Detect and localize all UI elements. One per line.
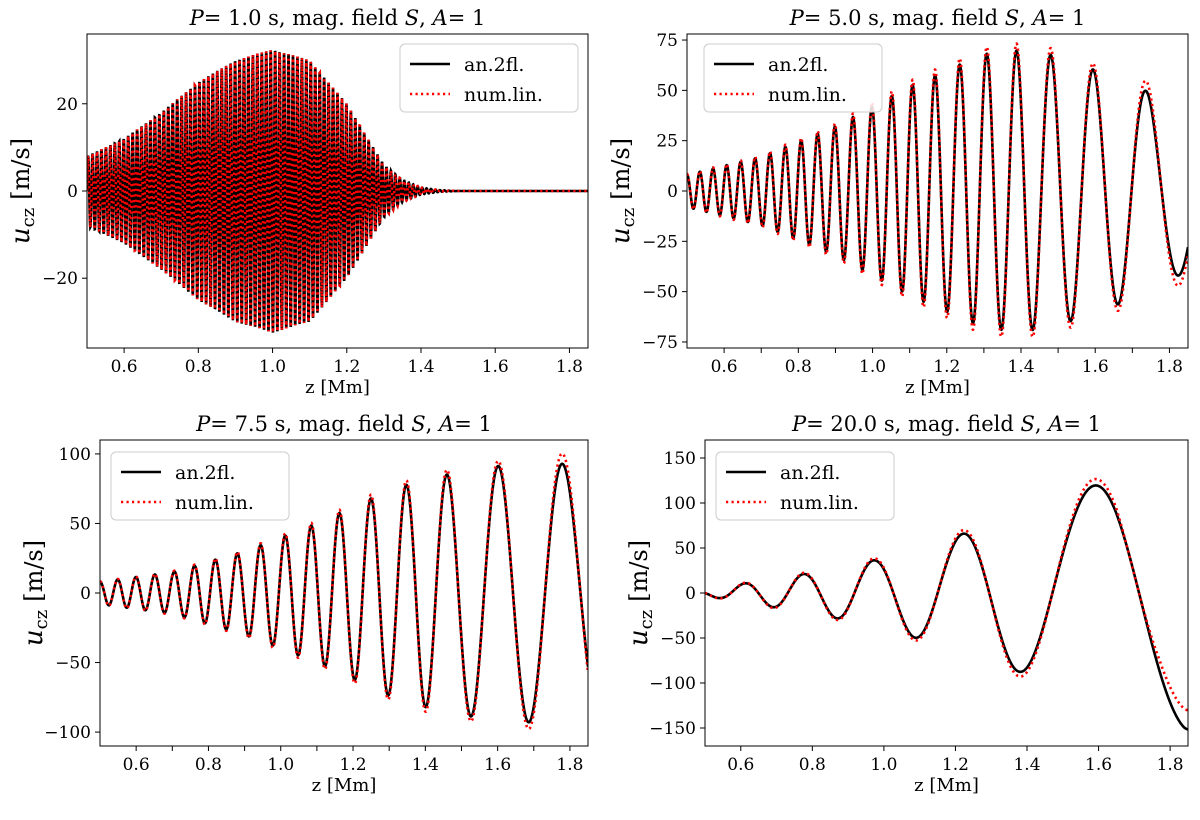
y-tick-label: 0 <box>80 584 91 604</box>
x-tick-label: 1.0 <box>870 755 897 775</box>
x-axis-label: z [Mm] <box>914 775 979 796</box>
y-axis-label: ucz[m/s] <box>624 540 657 646</box>
legend: an.2fl. num.lin. <box>703 43 883 113</box>
y-tick-label: 50 <box>674 539 696 559</box>
x-tick-label: 1.8 <box>1157 755 1184 775</box>
x-tick-label: 1.8 <box>1156 357 1183 377</box>
x-tick-label: 1.4 <box>1007 357 1034 377</box>
x-tick-label: 1.2 <box>933 357 960 377</box>
x-tick-label: 0.6 <box>711 357 738 377</box>
series-line-an2fl <box>705 484 1188 731</box>
chart-title: P= 7.5 s, mag. field S, A= 1 <box>195 412 492 436</box>
legend-label: an.2fl. <box>175 462 235 484</box>
y-axis-label: ucz[m/s] <box>19 540 52 646</box>
x-tick-label: 1.8 <box>556 755 583 775</box>
x-tick-label: 0.8 <box>185 357 212 377</box>
y-tick-label: 150 <box>664 449 696 469</box>
y-tick-label: −25 <box>642 232 678 252</box>
y-tick-label: 100 <box>664 494 696 514</box>
legend: an.2fl. num.lin. <box>715 451 895 521</box>
y-axis-label: ucz[m/s] <box>606 138 639 244</box>
chart-title: P= 5.0 s, mag. field S, A= 1 <box>789 6 1086 30</box>
x-tick-label: 1.4 <box>412 755 439 775</box>
x-tick-label: 1.4 <box>1013 755 1040 775</box>
x-tick-label: 1.6 <box>482 357 509 377</box>
x-axis-label: z [Mm] <box>905 377 970 398</box>
legend: an.2fl. num.lin. <box>110 451 290 521</box>
y-tick-label: 25 <box>656 132 678 152</box>
legend-label: an.2fl. <box>780 462 840 484</box>
y-tick-label: −50 <box>660 629 696 649</box>
series-line-numlin <box>100 452 588 731</box>
legend-label: num.lin. <box>780 492 859 514</box>
x-axis-label: z [Mm] <box>305 377 370 398</box>
y-tick-label: −50 <box>55 654 91 674</box>
x-tick-label: 1.4 <box>407 357 434 377</box>
legend-label: an.2fl. <box>768 54 828 76</box>
y-tick-label: −20 <box>42 269 78 289</box>
x-tick-label: 1.8 <box>556 357 583 377</box>
x-tick-label: 1.6 <box>484 755 511 775</box>
y-tick-label: 0 <box>685 584 696 604</box>
legend: an.2fl. num.lin. <box>399 43 579 113</box>
y-tick-label: 50 <box>656 81 678 101</box>
x-tick-label: 0.8 <box>785 357 812 377</box>
panel-4: 0.6 0.8 1.0 1.2 1.4 1.6 1.8 −150 −100 −50 0 50 100 15… <box>624 412 1189 796</box>
legend-label: num.lin. <box>175 492 254 514</box>
chart-title: P= 1.0 s, mag. field S, A= 1 <box>189 6 486 30</box>
y-tick-label: −50 <box>642 283 678 303</box>
y-tick-label: −150 <box>649 719 696 739</box>
x-tick-label: 0.6 <box>123 755 150 775</box>
y-tick-label: −100 <box>649 674 696 694</box>
series-line-numlin <box>87 50 588 333</box>
x-tick-label: 0.6 <box>111 357 138 377</box>
x-tick-label: 1.6 <box>1082 357 1109 377</box>
y-tick-label: 0 <box>667 182 678 202</box>
panel-2: 0.6 0.8 1.0 1.2 1.4 1.6 1.8 −75 −50 −25 0 25 50 75 z [… <box>606 6 1189 398</box>
x-tick-label: 1.2 <box>340 755 367 775</box>
y-axis-label: ucz[m/s] <box>6 138 39 244</box>
x-tick-label: 1.0 <box>859 357 886 377</box>
x-tick-label: 0.8 <box>799 755 826 775</box>
y-tick-label: −75 <box>642 333 678 353</box>
legend-label: num.lin. <box>464 84 543 106</box>
x-tick-label: 1.0 <box>267 755 294 775</box>
x-tick-label: 0.6 <box>727 755 754 775</box>
y-tick-label: 50 <box>69 514 91 534</box>
x-tick-label: 1.2 <box>333 357 360 377</box>
x-tick-label: 1.2 <box>942 755 969 775</box>
panel-1: 0.6 0.8 1.0 1.2 1.4 1.6 1.8 −20 0 20 z [Mm] ucz[m/s… <box>6 6 589 398</box>
y-tick-label: −100 <box>44 723 91 743</box>
x-tick-label: 1.6 <box>1085 755 1112 775</box>
x-tick-label: 1.0 <box>259 357 286 377</box>
series-line-numlin <box>705 477 1188 712</box>
y-tick-label: 20 <box>56 95 78 115</box>
y-tick-label: 0 <box>67 182 78 202</box>
series-line-numlin <box>687 42 1188 339</box>
y-tick-label: 100 <box>59 445 91 465</box>
legend-label: an.2fl. <box>464 54 524 76</box>
x-tick-label: 0.8 <box>195 755 222 775</box>
legend-label: num.lin. <box>768 84 847 106</box>
panel-3: 0.6 0.8 1.0 1.2 1.4 1.6 1.8 −100 −50 0 50 100 z [Mm]… <box>19 412 589 796</box>
y-tick-label: 75 <box>656 31 678 51</box>
x-axis-label: z [Mm] <box>312 775 377 796</box>
chart-title: P= 20.0 s, mag. field S, A= 1 <box>791 412 1101 436</box>
